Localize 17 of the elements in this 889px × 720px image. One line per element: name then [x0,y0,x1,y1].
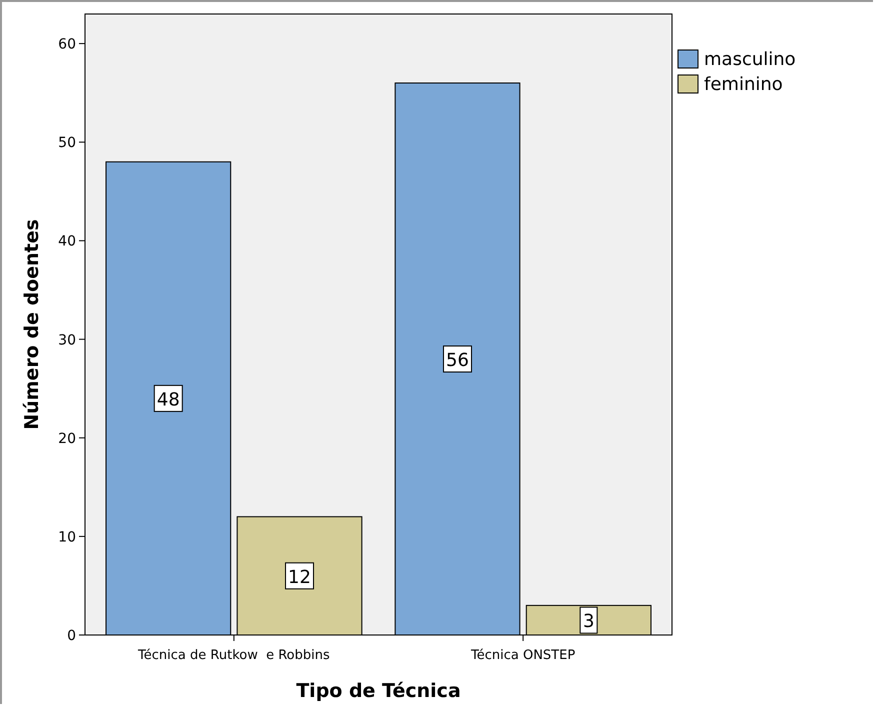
y-tick-label: 30 [58,332,76,348]
y-axis-title: Número de doentes [21,219,43,430]
legend-label: feminino [704,74,783,95]
legend-label: masculino [704,49,796,70]
y-tick-label: 60 [58,36,76,53]
y-tick-label: 20 [58,430,76,447]
y-tick-label: 10 [58,529,76,546]
y-tick-label: 40 [58,234,76,250]
data-label: 56 [446,350,469,371]
y-tick-label: 50 [58,135,76,152]
y-tick-label: 0 [67,628,76,644]
x-tick-label: Técnica de Rutkow e Robbins [137,648,330,663]
x-axis-title: Tipo de Técnica [296,680,461,702]
data-label: 3 [582,611,594,632]
data-label: 48 [156,389,180,410]
x-tick-label: Técnica ONSTEP [470,648,576,663]
data-label: 12 [288,566,311,588]
